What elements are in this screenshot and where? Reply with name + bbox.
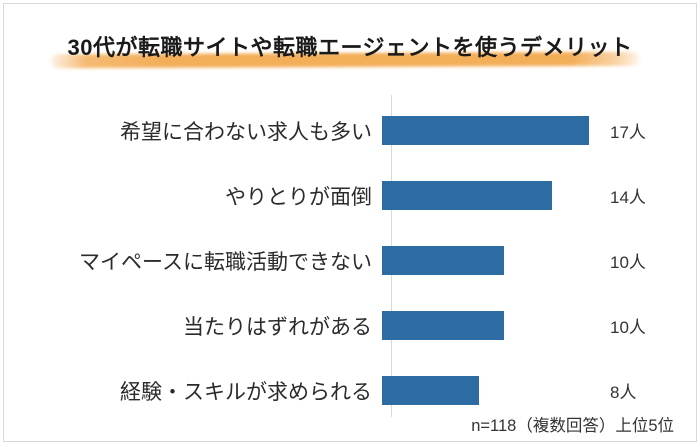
category-label: 希望に合わない求人も多い <box>120 120 372 144</box>
category-label: マイペースに転職活動できない <box>79 250 372 274</box>
category-label: 当たりはずれがある <box>183 315 372 339</box>
chart-title: 30代が転職サイトや転職エージェントを使うデメリット <box>51 30 641 69</box>
bar <box>382 311 504 340</box>
value-label: 8人 <box>610 383 637 402</box>
bar-track <box>382 116 601 145</box>
bar-track <box>382 181 601 210</box>
bar-row: 希望に合わない求人も多い 17人 <box>0 98 700 163</box>
value-label: 17人 <box>610 123 646 142</box>
bar-track <box>382 376 601 405</box>
chart-header: 30代が転職サイトや転職エージェントを使うデメリット <box>0 30 700 69</box>
value-label: 10人 <box>610 318 646 337</box>
value-label: 10人 <box>610 253 646 272</box>
bar-track <box>382 246 601 275</box>
bar <box>382 116 589 145</box>
bar-row: 当たりはずれがある 10人 <box>0 293 700 358</box>
footnote: n=118（複数回答）上位5位 <box>471 417 674 435</box>
bar-chart: 希望に合わない求人も多い 17人 やりとりが面倒 14人 マイペースに転職活動で… <box>0 98 700 423</box>
value-label: 14人 <box>610 188 646 207</box>
category-label: やりとりが面倒 <box>225 185 372 209</box>
bar-row: 経験・スキルが求められる 8人 <box>0 358 700 423</box>
bar-row: やりとりが面倒 14人 <box>0 163 700 228</box>
bar <box>382 246 504 275</box>
category-label: 経験・スキルが求められる <box>120 380 372 404</box>
bar <box>382 181 553 210</box>
chart-title-text: 30代が転職サイトや転職エージェントを使うデメリット <box>67 35 633 60</box>
bar-row: マイペースに転職活動できない 10人 <box>0 228 700 293</box>
bar-track <box>382 311 601 340</box>
bar <box>382 376 480 405</box>
